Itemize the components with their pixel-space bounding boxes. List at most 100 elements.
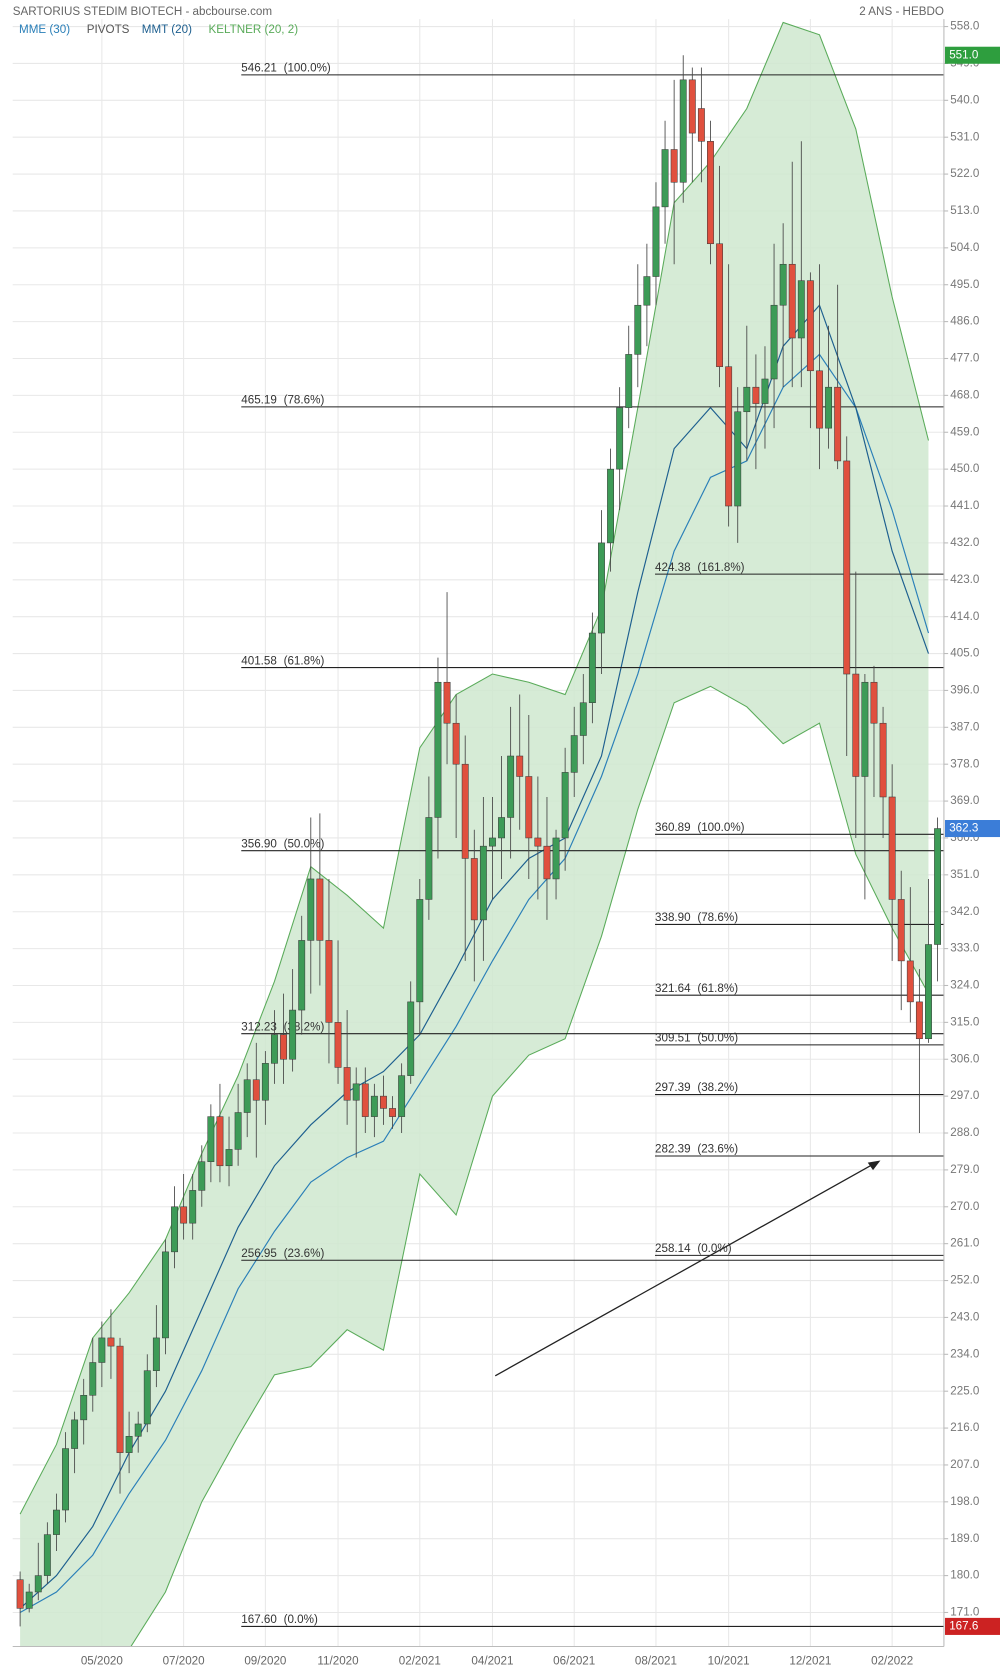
- legend-entry: PIVOTS: [87, 23, 130, 36]
- chart-title: SARTORIUS STEDIM BIOTECH - abcbourse.com: [13, 5, 272, 18]
- y-tick-label: 414.0: [950, 610, 980, 623]
- y-tick-label: 468.0: [950, 388, 980, 401]
- candle-body: [34, 1575, 42, 1593]
- x-tick-label: 09/2020: [244, 1654, 287, 1667]
- candle-body: [125, 1435, 133, 1453]
- candle-body: [915, 1001, 923, 1040]
- candle-body: [716, 243, 723, 367]
- y-tick-label: 243.0: [950, 1310, 980, 1323]
- fib-price: 546.21: [241, 62, 277, 75]
- y-tick-label: 324.0: [950, 979, 980, 992]
- y-tick-label: 207.0: [950, 1458, 980, 1471]
- keltner-lower: [130, 685, 929, 1647]
- fib-price: 258.14: [655, 1242, 691, 1255]
- fib-price: 465.19: [241, 394, 277, 407]
- x-tick-label: 07/2020: [163, 1654, 206, 1667]
- fib-ratio: (100.0%): [697, 821, 744, 834]
- candle-body: [62, 1448, 69, 1511]
- candle-body: [243, 1079, 251, 1113]
- candle-body: [162, 1251, 169, 1339]
- candle-body: [561, 772, 569, 839]
- y-tick-label: 216.0: [950, 1421, 980, 1434]
- candle-body: [89, 1362, 97, 1396]
- x-tick-label: 05/2020: [81, 1654, 124, 1667]
- candle-body: [507, 755, 515, 818]
- candle-body: [770, 304, 778, 380]
- fib-ratio: (161.8%): [697, 561, 744, 574]
- fib-price: 312.23: [241, 1020, 277, 1033]
- fib-price: 282.39: [655, 1143, 691, 1156]
- candle-body: [598, 542, 605, 634]
- x-tick-label: 02/2021: [399, 1654, 441, 1667]
- price-badge: [944, 1617, 1000, 1635]
- y-tick-label: 342.0: [950, 905, 980, 918]
- y-tick-label: 171.0: [950, 1606, 980, 1619]
- candle-body: [80, 1395, 88, 1421]
- candle-body: [171, 1206, 178, 1253]
- candle-body: [325, 940, 333, 1023]
- y-tick-label: 486.0: [950, 315, 980, 328]
- legend-entry: KELTNER (20, 2): [208, 23, 298, 36]
- candle-body: [734, 411, 742, 507]
- fib-price: 424.38: [655, 561, 691, 574]
- y-tick-label: 531.0: [950, 130, 980, 143]
- y-tick-label: 189.0: [950, 1532, 980, 1545]
- fib-ratio: (61.8%): [697, 982, 738, 995]
- y-tick-label: 297.0: [950, 1089, 980, 1102]
- candle-body: [643, 276, 651, 306]
- candle-body: [398, 1075, 406, 1117]
- candle-body: [670, 149, 678, 183]
- fib-price: 309.51: [655, 1032, 691, 1045]
- candle-body: [316, 878, 324, 941]
- candle-body: [743, 386, 751, 413]
- price-badge-label: 167.6: [949, 1619, 978, 1632]
- candle-body: [107, 1337, 115, 1347]
- candle-body: [498, 817, 505, 839]
- candle-body: [443, 681, 451, 724]
- fib-price: 256.95: [241, 1247, 277, 1260]
- candle-body: [334, 1022, 342, 1068]
- y-tick-label: 459.0: [950, 425, 980, 438]
- candle-body: [570, 735, 578, 773]
- candle-body: [607, 468, 614, 544]
- y-tick-label: 234.0: [950, 1347, 980, 1360]
- fib-price: 360.89: [655, 821, 691, 834]
- x-tick-label: 04/2021: [471, 1654, 513, 1667]
- candle-body: [389, 1108, 396, 1117]
- fib-price: 167.60: [241, 1613, 277, 1626]
- x-tick-label: 08/2021: [635, 1654, 677, 1667]
- candle-body: [634, 304, 642, 355]
- candle-body: [788, 263, 796, 339]
- y-tick-label: 513.0: [950, 204, 980, 217]
- candle-body: [625, 354, 633, 408]
- y-tick-label: 540.0: [950, 93, 980, 106]
- y-tick-label: 504.0: [950, 241, 980, 254]
- candle-body: [588, 632, 596, 703]
- candle-body: [343, 1067, 351, 1101]
- candle-body: [761, 378, 769, 404]
- fib-ratio: (50.0%): [697, 1032, 738, 1045]
- candle-body: [489, 837, 496, 847]
- y-tick-label: 396.0: [950, 683, 980, 696]
- arrow-head: [867, 1160, 881, 1171]
- x-tick-label: 10/2021: [708, 1654, 750, 1667]
- fib-price: 401.58: [241, 654, 277, 667]
- candle-body: [925, 944, 932, 1040]
- candle-body: [779, 263, 787, 306]
- y-tick-label: 432.0: [950, 536, 980, 549]
- candle-body: [98, 1337, 106, 1363]
- candle-body: [879, 722, 887, 798]
- candle-body: [207, 1116, 215, 1162]
- y-tick-label: 198.0: [950, 1495, 980, 1508]
- y-tick-label: 378.0: [950, 757, 980, 770]
- price-badge: [944, 820, 1000, 838]
- candle-body: [852, 673, 860, 777]
- candle-body: [143, 1370, 151, 1425]
- candle-body: [407, 1001, 415, 1076]
- y-tick-label: 441.0: [950, 499, 980, 512]
- y-tick-label: 261.0: [950, 1237, 980, 1250]
- price-badge-label: 551.0: [949, 48, 979, 61]
- fib-price: 321.64: [655, 982, 691, 995]
- candle-body: [134, 1423, 142, 1437]
- y-tick-label: 279.0: [950, 1163, 980, 1176]
